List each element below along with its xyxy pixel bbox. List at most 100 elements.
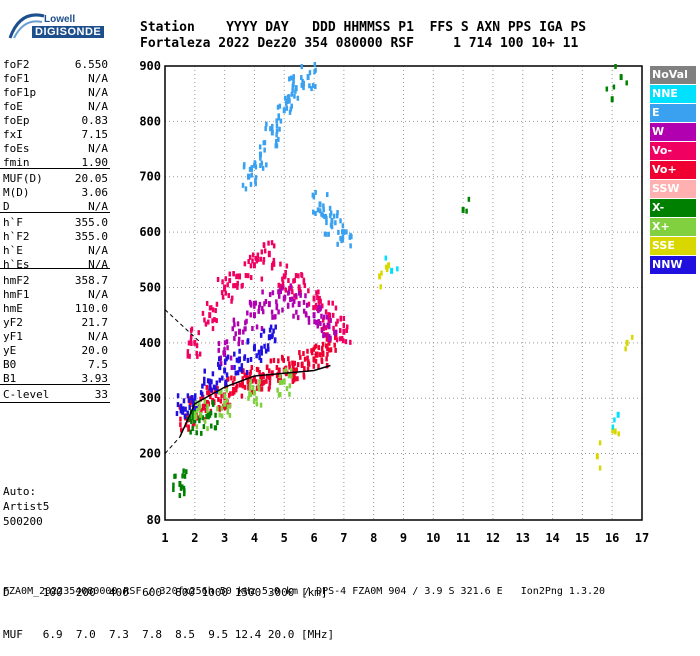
echo-mark — [192, 406, 196, 412]
echo-mark — [218, 365, 222, 371]
param-row-muf-d-: MUF(D) 20.05 — [0, 172, 110, 186]
echo-mark — [311, 83, 315, 89]
data-point — [378, 273, 382, 280]
echo-mark — [228, 412, 232, 418]
echo-mark — [252, 399, 256, 405]
echo-mark — [267, 346, 270, 352]
echo-mark — [205, 300, 209, 306]
echo-mark — [219, 361, 223, 367]
echo-mark — [325, 336, 329, 342]
echo-mark — [230, 298, 233, 304]
param-row-ye: yE 20.0 — [0, 344, 110, 358]
param-name: h`E — [3, 244, 23, 257]
echo-mark — [232, 389, 236, 395]
echo-mark — [248, 382, 252, 388]
echo-mark — [296, 362, 300, 368]
echo-mark — [188, 397, 191, 403]
legend-item-x-: X+ — [650, 218, 696, 236]
echo-mark — [316, 323, 319, 329]
echo-mark — [238, 382, 242, 388]
echo-mark — [247, 173, 250, 179]
echo-mark — [262, 379, 266, 385]
echo-mark — [325, 343, 328, 349]
echo-mark — [215, 380, 219, 386]
echo-mark — [249, 392, 253, 398]
echo-mark — [218, 406, 222, 412]
param-value: N/A — [88, 258, 108, 271]
data-point — [181, 406, 185, 413]
echo-mark — [294, 88, 297, 94]
param-row-d: D N/A — [0, 200, 110, 214]
param-name: fxI — [3, 128, 23, 141]
echo-mark — [255, 396, 258, 402]
echo-mark — [254, 300, 258, 306]
echo-mark — [258, 370, 261, 376]
data-point — [318, 201, 322, 208]
echo-mark — [340, 229, 344, 235]
echo-mark — [295, 309, 298, 315]
echo-mark — [342, 338, 345, 344]
echo-mark — [203, 398, 207, 404]
echo-mark — [206, 390, 209, 396]
echo-mark — [201, 415, 205, 421]
echo-mark — [302, 80, 305, 86]
echo-mark — [233, 351, 236, 357]
echo-mark — [191, 410, 195, 416]
echo-mark — [182, 468, 185, 474]
echo-mark — [340, 238, 343, 244]
echo-mark — [306, 355, 309, 361]
legend-item-sse: SSE — [650, 237, 696, 255]
echo-mark — [186, 393, 190, 399]
echo-mark — [225, 387, 229, 393]
echo-mark — [240, 393, 244, 399]
echo-mark — [211, 371, 215, 377]
echo-mark — [314, 358, 318, 364]
echo-mark — [293, 293, 296, 299]
echo-mark — [203, 418, 207, 424]
echo-mark — [198, 404, 202, 410]
echo-mark — [307, 301, 311, 307]
param-name: yE — [3, 344, 17, 357]
echo-mark — [311, 192, 315, 198]
echo-mark — [215, 301, 219, 307]
echo-mark — [260, 380, 263, 386]
echo-mark — [195, 430, 198, 436]
echo-mark — [282, 357, 286, 363]
echo-mark — [281, 307, 284, 313]
data-point — [625, 339, 629, 346]
echo-mark — [322, 326, 325, 332]
echo-mark — [325, 362, 329, 368]
data-point — [199, 411, 203, 418]
echo-mark — [179, 403, 183, 409]
param-name: hmF1 — [3, 288, 30, 301]
echo-mark — [291, 360, 294, 366]
echo-mark — [229, 355, 233, 361]
echo-mark — [259, 332, 263, 338]
echo-mark — [218, 356, 221, 362]
echo-mark — [284, 273, 287, 279]
echo-mark — [281, 276, 284, 282]
echo-mark — [278, 380, 282, 386]
echo-mark — [237, 273, 240, 279]
echo-mark — [326, 192, 329, 198]
data-point — [223, 367, 227, 374]
echo-mark — [260, 276, 264, 282]
echo-mark — [314, 84, 317, 90]
echo-mark — [211, 307, 215, 313]
x-tick-label: 16 — [605, 531, 619, 545]
echo-mark — [176, 393, 180, 399]
profile-dashed-upper — [164, 309, 202, 344]
echo-mark — [277, 293, 281, 299]
echo-mark — [290, 91, 294, 97]
echo-mark — [288, 391, 291, 397]
echo-mark — [275, 365, 279, 371]
echo-mark — [232, 317, 236, 323]
echo-mark — [249, 369, 252, 375]
x-tick-label: 17 — [635, 531, 649, 545]
param-row-fof1: foF1 N/A — [0, 72, 110, 86]
echo-mark — [614, 63, 617, 69]
echo-mark — [272, 243, 276, 249]
echo-mark — [186, 349, 190, 355]
echo-mark — [201, 310, 205, 316]
echo-mark — [188, 401, 192, 407]
